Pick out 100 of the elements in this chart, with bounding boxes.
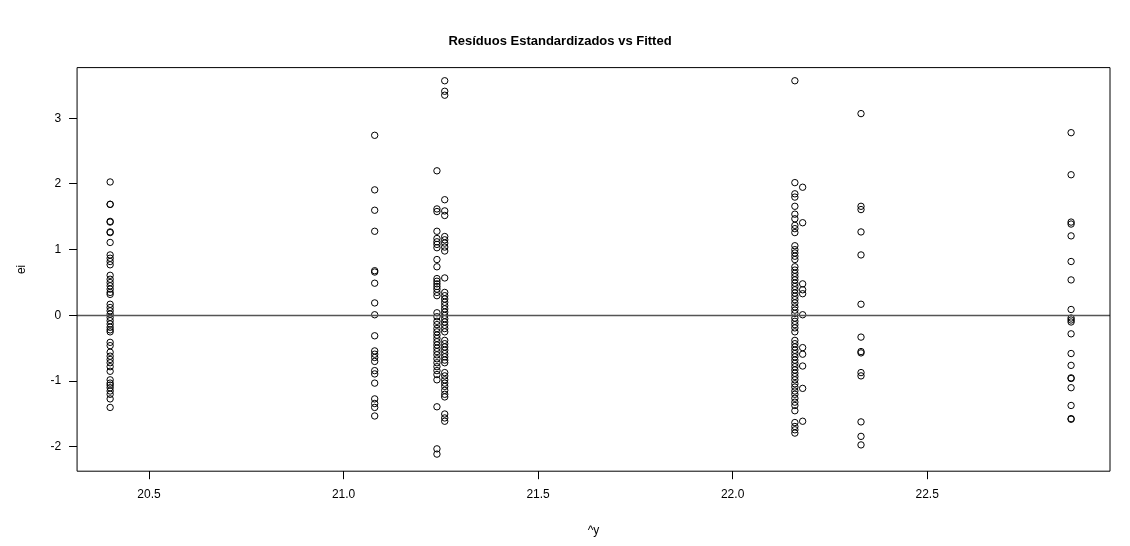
point bbox=[791, 263, 799, 271]
point bbox=[433, 320, 441, 329]
point bbox=[791, 303, 799, 311]
point bbox=[433, 324, 441, 333]
point bbox=[441, 349, 449, 358]
point bbox=[791, 245, 799, 254]
point bbox=[791, 279, 799, 287]
point bbox=[791, 359, 799, 368]
point bbox=[370, 131, 379, 140]
y-tick-label: 0 bbox=[54, 307, 62, 322]
point bbox=[106, 355, 114, 364]
point bbox=[857, 228, 865, 236]
point bbox=[441, 247, 449, 255]
point bbox=[857, 333, 865, 341]
point bbox=[791, 390, 799, 398]
point bbox=[106, 367, 114, 375]
point bbox=[106, 313, 114, 322]
point bbox=[791, 387, 799, 395]
point bbox=[433, 167, 441, 175]
point bbox=[441, 417, 449, 425]
point bbox=[857, 368, 865, 377]
point bbox=[433, 240, 441, 249]
point bbox=[441, 414, 449, 422]
point bbox=[791, 215, 799, 223]
point bbox=[106, 238, 114, 247]
point bbox=[441, 393, 449, 401]
point bbox=[433, 274, 441, 283]
point bbox=[370, 395, 379, 403]
point bbox=[106, 316, 114, 325]
point bbox=[433, 277, 441, 285]
point bbox=[791, 353, 799, 361]
point bbox=[791, 380, 799, 388]
point bbox=[441, 328, 449, 336]
point bbox=[441, 321, 449, 329]
point bbox=[798, 343, 807, 352]
point bbox=[857, 205, 865, 214]
point bbox=[433, 334, 441, 343]
point bbox=[791, 343, 799, 351]
point bbox=[791, 346, 799, 354]
point bbox=[791, 407, 799, 415]
point bbox=[106, 282, 114, 290]
point bbox=[106, 387, 114, 395]
point bbox=[791, 272, 799, 281]
point bbox=[433, 341, 441, 349]
point bbox=[441, 87, 449, 95]
point bbox=[791, 362, 799, 371]
point bbox=[441, 410, 449, 418]
point bbox=[791, 255, 799, 264]
point bbox=[106, 362, 114, 371]
point bbox=[441, 359, 449, 367]
point bbox=[370, 299, 379, 307]
point bbox=[433, 331, 441, 339]
point bbox=[441, 353, 449, 361]
y-tick-label: 2 bbox=[54, 176, 62, 191]
point bbox=[798, 290, 807, 298]
point bbox=[106, 384, 114, 392]
point bbox=[791, 398, 799, 406]
point bbox=[791, 383, 799, 391]
point bbox=[791, 242, 799, 250]
point bbox=[433, 450, 441, 458]
point bbox=[441, 311, 449, 320]
point bbox=[433, 285, 441, 293]
point bbox=[791, 228, 799, 237]
point bbox=[791, 202, 799, 210]
point bbox=[798, 417, 807, 425]
point bbox=[791, 426, 799, 434]
point bbox=[370, 357, 379, 366]
point bbox=[791, 309, 799, 318]
point bbox=[433, 238, 441, 246]
point bbox=[106, 323, 114, 331]
point bbox=[791, 394, 799, 402]
point bbox=[370, 412, 379, 420]
x-tick-label: 22.0 bbox=[720, 486, 745, 501]
point bbox=[106, 390, 114, 398]
point bbox=[433, 227, 441, 235]
point bbox=[1067, 361, 1075, 370]
point bbox=[433, 355, 441, 363]
point bbox=[791, 178, 799, 187]
point bbox=[433, 359, 441, 367]
point bbox=[106, 341, 114, 350]
point bbox=[441, 91, 449, 99]
point bbox=[798, 350, 807, 358]
point bbox=[441, 376, 449, 384]
point bbox=[441, 274, 449, 282]
point bbox=[433, 207, 441, 216]
point bbox=[441, 379, 449, 387]
point bbox=[441, 232, 449, 241]
point bbox=[791, 252, 799, 260]
point bbox=[441, 386, 449, 395]
point bbox=[1067, 305, 1075, 314]
point bbox=[1067, 128, 1075, 137]
point bbox=[791, 418, 799, 427]
point bbox=[1067, 384, 1075, 392]
y-tick-label: -2 bbox=[50, 439, 62, 454]
point bbox=[433, 263, 441, 271]
point bbox=[433, 366, 441, 375]
point bbox=[441, 368, 449, 377]
point bbox=[370, 379, 379, 387]
point bbox=[791, 249, 799, 257]
point bbox=[791, 292, 799, 301]
